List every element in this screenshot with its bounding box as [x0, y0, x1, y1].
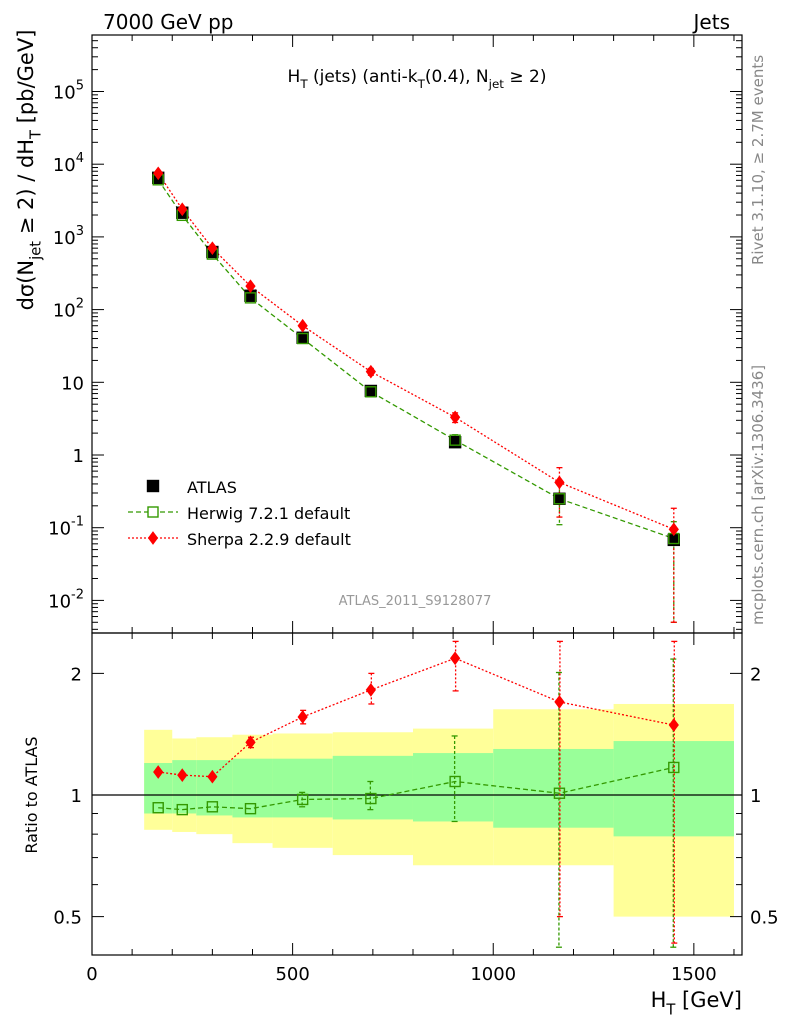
ratio-y-tick-label-right: 2 — [750, 664, 761, 685]
main-y-axis-label-text: dσ(Njet ≥ 2) / dHT [pb/GeV] — [14, 30, 44, 311]
inner-band-bin — [272, 758, 333, 818]
x-axis-label: HT [GeV] — [651, 988, 742, 1018]
sherpa-point — [554, 475, 565, 490]
inner-band-bin — [196, 760, 233, 816]
sherpa-ratio-point — [449, 651, 461, 666]
header-left: 7000 GeV pp — [103, 10, 234, 34]
main-y-tick-label: 1 — [73, 446, 84, 467]
plot-title: HT (jets) (anti-kT(0.4), Njet ≥ 2) — [288, 67, 547, 91]
herwig-ratio-point — [365, 792, 377, 805]
herwig-ratio-point — [553, 787, 566, 799]
legend-atlas-marker — [146, 479, 160, 493]
herwig-ratio-point — [206, 801, 219, 813]
legend-entry-label: ATLAS — [187, 478, 237, 497]
herwig-point — [365, 386, 377, 398]
header-right: Jets — [692, 10, 730, 34]
main-y-tick-label: 10-1 — [48, 515, 84, 540]
sherpa-ratio-point — [245, 735, 256, 750]
mcplots-label: mcplots.cern.ch [arXiv:1306.3436] — [749, 365, 767, 625]
main-y-axis-label: dσ(Njet ≥ 2) / dHT [pb/GeV] — [14, 30, 44, 311]
herwig-ratio-point — [668, 761, 680, 774]
herwig-ratio-point — [176, 803, 188, 816]
herwig-ratio-point — [244, 802, 257, 815]
legend: ATLAS Herwig 7.2.1 default Sherpa 2.2.9 de… — [128, 478, 351, 549]
main-y-tick-label: 10 — [61, 373, 84, 394]
sherpa-point — [365, 364, 376, 379]
inner-band-bin — [332, 755, 413, 820]
legend-sherpa-marker — [147, 531, 159, 545]
inner-band-bin — [493, 748, 614, 828]
main-y-tick-label: 10-2 — [48, 587, 84, 612]
axis-ticks: 0 500 1000 1500 10-2 10-1 1 10 102 103 104 105 0.5 0.… — [48, 35, 779, 985]
sherpa-ratio-point — [365, 683, 376, 697]
legend-entry-label: Herwig 7.2.1 default — [187, 504, 350, 523]
sherpa-ratio-point — [297, 710, 308, 724]
sherpa-ratio-point — [668, 718, 679, 732]
herwig-ratio-line — [158, 766, 674, 811]
sherpa-point — [449, 410, 461, 425]
ratio-y-tick-label: 1 — [71, 786, 82, 807]
legend-herwig-marker — [147, 506, 159, 518]
ratio-plot-frame — [91, 632, 743, 956]
sherpa-point — [207, 241, 218, 255]
main-y-tick-label: 103 — [53, 224, 84, 249]
sherpa-point — [245, 279, 256, 294]
x-tick-label: 500 — [275, 964, 309, 985]
x-axis-label-text: HT [GeV] — [651, 988, 742, 1018]
inner-band-bin — [172, 760, 197, 814]
ratio-uncertainty-bands — [144, 703, 734, 917]
x-tick-label: 1000 — [470, 964, 516, 985]
x-tick-label: 1500 — [671, 964, 717, 985]
sherpa-point — [297, 318, 308, 333]
ratio-y-tick-label-right: 0.5 — [750, 908, 779, 929]
ratio-series — [152, 640, 680, 948]
herwig-point — [449, 434, 461, 446]
herwig-ratio-point — [152, 802, 164, 814]
herwig-point — [296, 332, 309, 345]
herwig-point — [553, 493, 566, 505]
ratio-y-tick-label: 0.5 — [53, 908, 82, 929]
main-y-tick-label: 105 — [53, 79, 84, 104]
atlas-data-point — [553, 492, 566, 505]
atlas-data-point — [448, 435, 462, 449]
x-tick-label: 0 — [86, 964, 97, 985]
axes-frames — [91, 34, 743, 956]
legend-entry-label: Sherpa 2.2.9 default — [187, 530, 351, 549]
herwig-ratio-point — [449, 775, 461, 788]
sherpa-ratio-point — [153, 765, 164, 779]
rivet-label: Rivet 3.1.10, ≥ 2.7M events — [749, 55, 767, 265]
sherpa-ratio-point — [207, 769, 218, 784]
ratio-y-axis-label: Ratio to ATLAS — [22, 736, 41, 853]
main-series — [152, 166, 680, 623]
watermark: ATLAS_2011_S9128077 — [339, 594, 492, 609]
sherpa-point — [177, 202, 188, 217]
inner-band-bin — [412, 753, 494, 822]
main-y-tick-label: 104 — [53, 151, 84, 176]
sherpa-line — [157, 172, 675, 530]
sherpa-point — [153, 166, 164, 181]
main-y-tick-label: 102 — [53, 297, 84, 322]
sherpa-ratio-point — [177, 768, 188, 782]
ratio-y-tick-label-right: 1 — [750, 786, 761, 807]
sherpa-ratio-point — [554, 695, 565, 709]
plot-title-text: HT (jets) (anti-kT(0.4), Njet ≥ 2) — [288, 67, 547, 91]
herwig-ratio-point — [296, 793, 309, 806]
ratio-y-tick-label: 2 — [71, 664, 82, 685]
sherpa-point — [668, 522, 679, 537]
